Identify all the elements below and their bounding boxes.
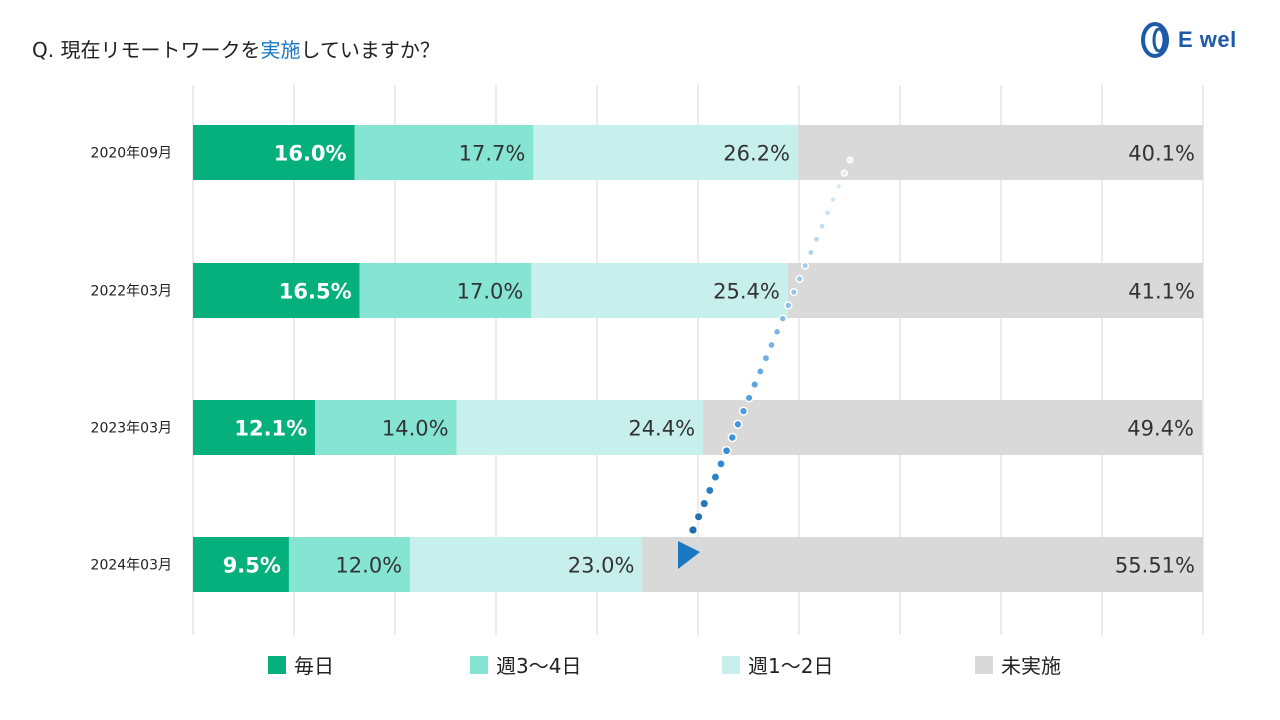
legend-swatch: [470, 655, 488, 674]
trend-dot: [721, 445, 732, 456]
data-label: 25.4%: [713, 280, 780, 304]
bar-segment: [193, 263, 360, 318]
legend-item: 週1～2日: [722, 650, 833, 679]
bar-segment: [315, 400, 457, 455]
trend-dot: [761, 353, 771, 363]
bar-segment: [354, 125, 534, 180]
trend-dot: [693, 511, 704, 522]
bar-segment: [533, 125, 798, 180]
bar-segment: [703, 400, 1202, 455]
legend-label: 週1～2日: [748, 654, 834, 678]
trend-dot: [767, 340, 776, 350]
trend-dot: [716, 459, 726, 469]
bar-segment: [359, 263, 532, 318]
data-label: 12.1%: [234, 417, 307, 441]
data-label: 23.0%: [568, 554, 635, 578]
logo-mark-icon: [1141, 22, 1169, 58]
trend-dot: [755, 366, 765, 376]
data-label: 9.5%: [223, 554, 281, 578]
bar-segment: [288, 537, 411, 592]
trend-arrowhead: [678, 541, 700, 569]
bar-segment: [787, 263, 1203, 318]
trend-dot: [823, 209, 832, 217]
trend-dot: [733, 419, 743, 429]
trend-dot: [829, 195, 837, 204]
trend-dot: [687, 524, 699, 536]
trend-dot: [710, 472, 721, 483]
trend-dot: [840, 169, 849, 177]
bar-segment: [456, 400, 704, 455]
legend-swatch: [975, 655, 993, 674]
data-label: 14.0%: [382, 417, 449, 441]
trend-dot: [818, 222, 826, 230]
bar-segment: [531, 263, 788, 318]
trend-dot: [835, 182, 843, 191]
legend-label: 毎日: [294, 654, 334, 678]
data-label: 17.7%: [459, 142, 526, 166]
bar-segment: [642, 537, 1203, 592]
legend-item: 週3～4日: [470, 650, 581, 679]
trend-dot: [812, 235, 821, 244]
data-label: 26.2%: [723, 142, 790, 166]
bar-segment: [193, 125, 355, 180]
trend-dot: [789, 287, 799, 297]
data-label: 12.0%: [335, 554, 402, 578]
data-label: 17.0%: [457, 280, 524, 304]
category-label: 2020年09月: [91, 146, 172, 162]
bar-segment: [193, 537, 289, 592]
legend-item: 毎日: [268, 650, 334, 679]
trend-dot: [846, 156, 854, 164]
trend-dot: [750, 380, 760, 390]
legend-label: 週3～4日: [496, 654, 582, 678]
stacked-bar-chart: 2020年09月 16.0% 17.7% 26.2% 40.1% 2022年03月 16.5…: [91, 85, 1204, 635]
logo-text: E wel: [1178, 27, 1237, 52]
trend-dot: [738, 406, 749, 416]
data-label: 49.4%: [1127, 417, 1194, 441]
data-label: 41.1%: [1128, 280, 1195, 304]
bar-segment: [797, 125, 1203, 180]
bar-segment: [410, 537, 643, 592]
trend-dot: [795, 274, 804, 283]
category-label: 2023年03月: [91, 421, 172, 437]
category-label: 2024年03月: [91, 558, 172, 574]
data-label: 24.4%: [628, 417, 695, 441]
legend-label: 未実施: [1001, 654, 1061, 678]
legend-swatch: [268, 655, 286, 674]
data-label: 16.0%: [274, 142, 347, 166]
chart-title: Q. 現在リモートワークを実施していますか？: [32, 34, 440, 63]
trend-dot: [744, 393, 754, 403]
trend-dot: [806, 248, 815, 257]
trend-dot: [699, 498, 710, 509]
trend-dot: [727, 432, 738, 443]
trend-dot: [704, 485, 715, 496]
trend-dot: [801, 261, 810, 270]
bar-segment: [193, 400, 316, 455]
category-label: 2022年03月: [91, 284, 172, 300]
data-label: 40.1%: [1128, 142, 1195, 166]
title-suffix: していますか？: [300, 38, 440, 62]
trend-dot: [784, 301, 793, 310]
brand-logo: E wel: [1140, 20, 1260, 60]
legend-swatch: [722, 655, 740, 674]
title-prefix: Q. 現在リモートワークを: [32, 38, 261, 62]
data-label: 16.5%: [279, 280, 352, 304]
chart-legend: 毎日 週3～4日 週1～2日 未実施: [0, 650, 1280, 679]
trend-dot: [778, 314, 787, 323]
data-label: 55.51%: [1115, 554, 1195, 578]
legend-item: 未実施: [975, 650, 1061, 679]
trend-dot: [772, 327, 782, 337]
title-highlight: 実施: [260, 38, 301, 62]
